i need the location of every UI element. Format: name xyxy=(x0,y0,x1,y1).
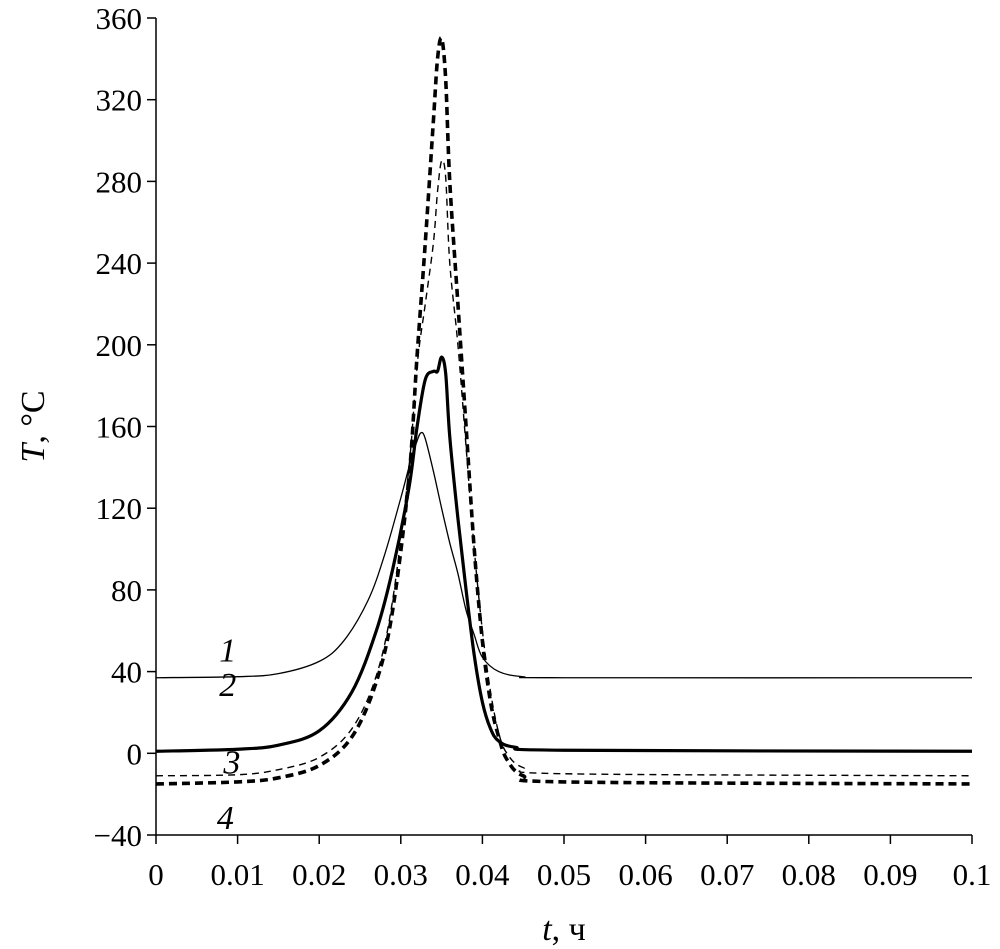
x-tick-label: 0.06 xyxy=(618,857,672,892)
curve-label-3: 3 xyxy=(222,745,240,782)
y-tick-label: 0 xyxy=(127,736,143,771)
y-tick-label: −40 xyxy=(94,818,142,853)
x-tick-label: 0.02 xyxy=(292,857,346,892)
x-tick-label: 0.09 xyxy=(863,857,917,892)
curve-label-2: 2 xyxy=(219,667,236,704)
x-tick-label: 0.1 xyxy=(953,857,992,892)
y-axis-variable: T xyxy=(15,442,52,463)
x-axis-title: t, ч xyxy=(542,911,586,948)
y-tick-label: 200 xyxy=(96,328,143,363)
axes xyxy=(155,18,972,836)
curve-label-4: 4 xyxy=(217,800,234,837)
series-line-3 xyxy=(155,159,973,777)
x-tick-label: 0.04 xyxy=(455,857,510,892)
y-ticks: −40 0 40 80 120 160 200 240 280 320 360 xyxy=(94,1,156,853)
curve-labels: 12 3 4 xyxy=(217,632,241,836)
y-tick-label: 80 xyxy=(111,573,142,608)
x-ticks: 0 0.01 0.02 0.03 0.04 0.05 0.06 0.07 0.08 0.09 0.1 xyxy=(148,835,991,892)
y-axis-unit: , °C xyxy=(15,390,52,443)
y-tick-label: 240 xyxy=(96,246,143,281)
series-line-1 xyxy=(155,431,973,679)
series-line-4 xyxy=(155,35,973,786)
x-tick-label: 0 xyxy=(148,857,164,892)
y-axis-title: T, °C xyxy=(15,390,52,462)
y-tick-label: 120 xyxy=(96,491,143,526)
y-tick-label: 320 xyxy=(96,83,143,118)
y-tick-label: 360 xyxy=(96,1,143,36)
x-tick-label: 0.03 xyxy=(374,857,428,892)
series-line-2 xyxy=(155,355,973,753)
series-group xyxy=(155,35,973,786)
x-tick-label: 0.05 xyxy=(537,857,591,892)
x-tick-label: 0.01 xyxy=(210,857,264,892)
x-tick-label: 0.08 xyxy=(782,857,836,892)
y-tick-label: 40 xyxy=(111,655,142,690)
x-axis-variable: t xyxy=(542,911,553,948)
y-tick-label: 280 xyxy=(96,164,143,199)
x-tick-label: 0.07 xyxy=(700,857,754,892)
y-tick-label: 160 xyxy=(96,410,143,445)
curve-label-1: 1 xyxy=(219,632,236,669)
x-axis-unit: , ч xyxy=(552,911,586,948)
